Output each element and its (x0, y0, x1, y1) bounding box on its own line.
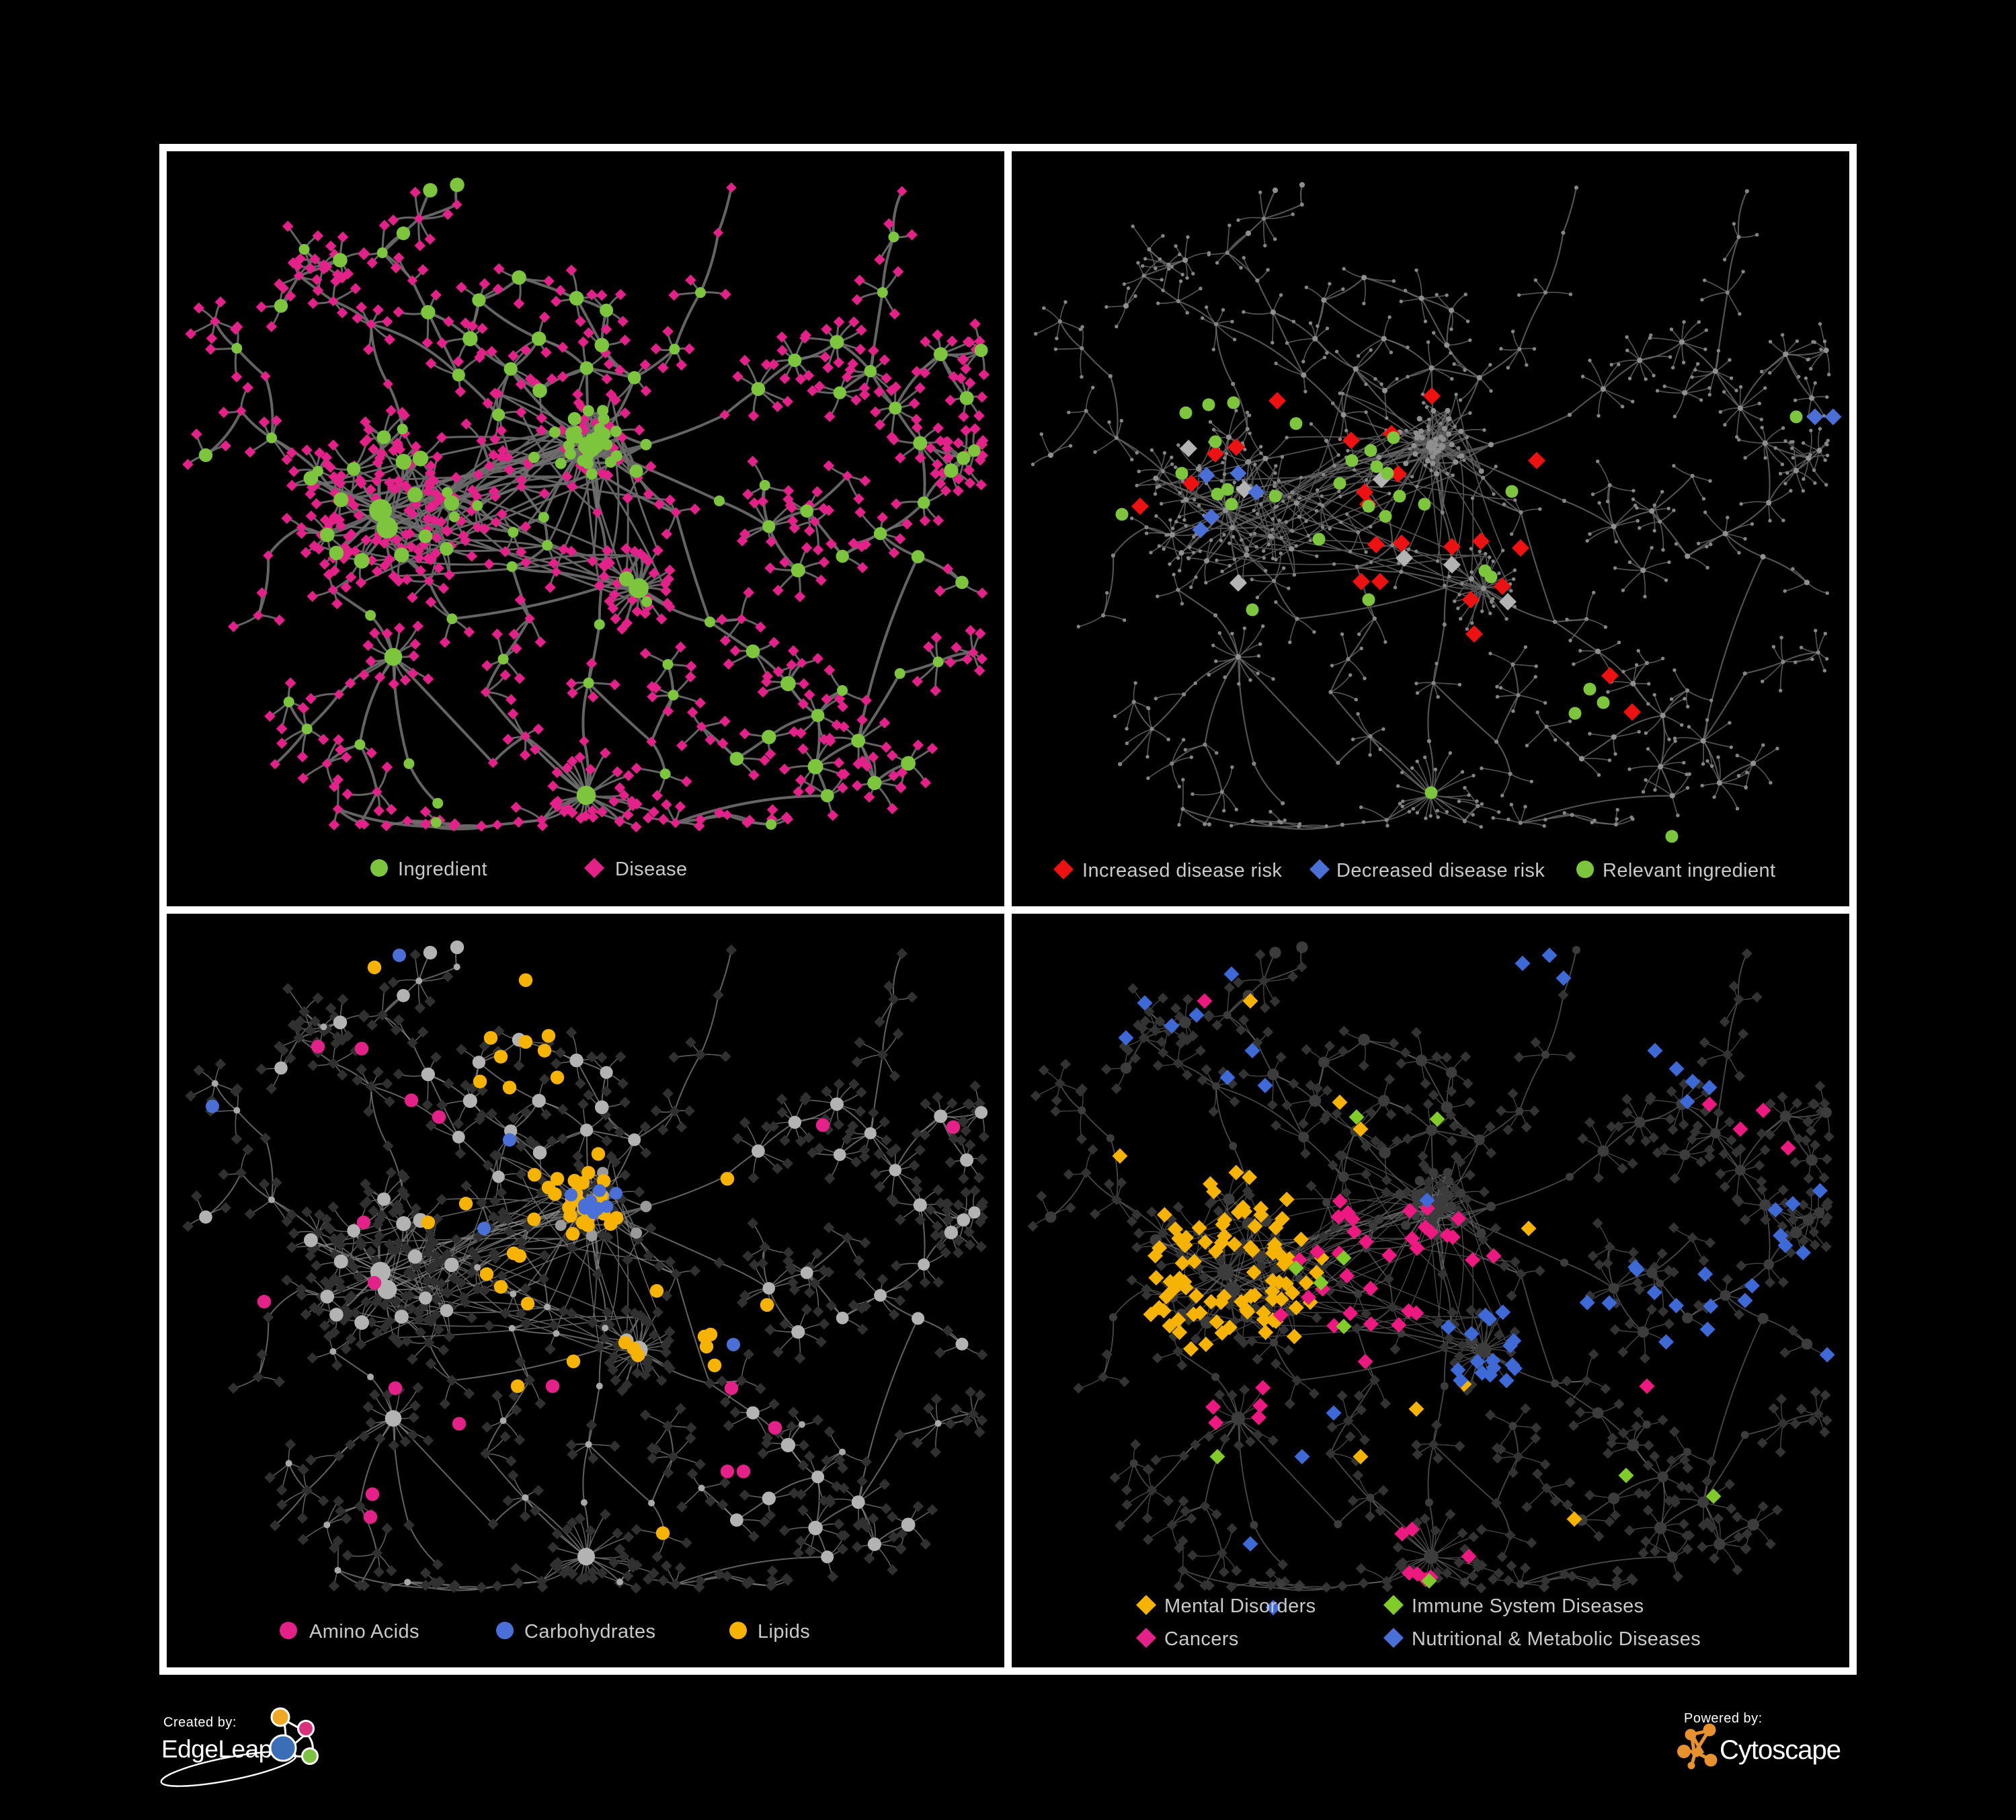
svg-text:Disease: Disease (615, 859, 688, 880)
svg-text:Powered by:: Powered by: (1684, 1711, 1763, 1726)
svg-text:Mental Disorders: Mental Disorders (1164, 1595, 1316, 1617)
svg-text:Carbohydrates: Carbohydrates (524, 1621, 655, 1643)
svg-text:Cytoscape: Cytoscape (1720, 1735, 1841, 1765)
svg-text:Relevant ingredient: Relevant ingredient (1603, 860, 1775, 881)
svg-text:Decreased disease risk: Decreased disease risk (1336, 860, 1545, 881)
svg-text:EdgeLeap: EdgeLeap (161, 1735, 272, 1763)
svg-text:Created by:: Created by: (163, 1715, 237, 1730)
svg-text:Nutritional & Metabolic Diseas: Nutritional & Metabolic Diseases (1412, 1628, 1701, 1650)
svg-text:Cancers: Cancers (1164, 1628, 1239, 1650)
svg-text:Ingredient: Ingredient (398, 859, 487, 880)
svg-text:Immune System Diseases: Immune System Diseases (1412, 1595, 1644, 1617)
svg-text:Amino Acids: Amino Acids (309, 1621, 419, 1643)
svg-text:Increased disease risk: Increased disease risk (1082, 860, 1282, 881)
svg-text:Lipids: Lipids (758, 1621, 810, 1643)
